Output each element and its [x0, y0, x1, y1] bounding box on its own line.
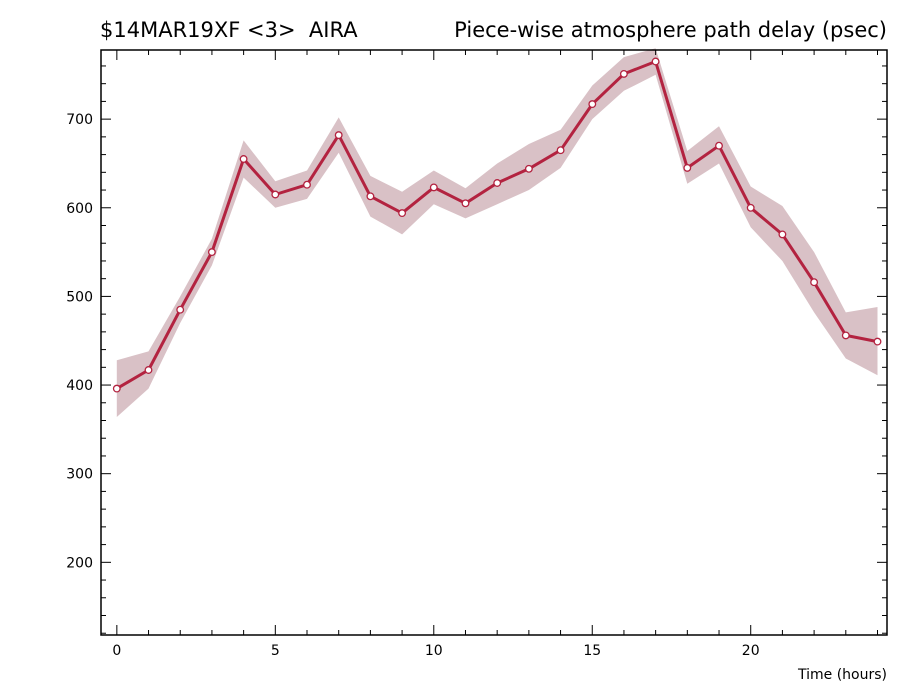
data-point: [207, 248, 216, 257]
uncertainty-band-layer: [116, 48, 878, 417]
y-tick-label: 200: [66, 555, 93, 571]
y-tick-label: 300: [66, 467, 93, 483]
data-point: [588, 100, 597, 109]
data-point: [429, 183, 438, 192]
plot-frame: [100, 49, 888, 636]
data-point: [651, 57, 660, 66]
data-marker-layer: [112, 57, 882, 393]
x-tick-label: 5: [271, 643, 280, 659]
x-tick-label: 10: [425, 643, 443, 659]
data-point: [366, 192, 375, 201]
y-tick-label: 600: [66, 201, 93, 217]
data-point: [841, 331, 850, 340]
data-point: [334, 131, 343, 140]
data-point: [524, 164, 533, 173]
data-point: [144, 366, 153, 374]
data-point: [715, 141, 723, 150]
data-point: [398, 209, 407, 218]
data-point: [556, 146, 565, 155]
data-point: [683, 163, 692, 172]
data-point: [873, 337, 882, 346]
chart-subtitle-source: $14MAR19XF <3> AIRA: [100, 18, 358, 42]
tick-label-layer: 0 5 10 15 20 200 300 400 500 600 700 Time (hours): [66, 112, 887, 683]
data-point: [493, 179, 502, 187]
data-point: [239, 155, 248, 163]
y-tick-label: 400: [66, 378, 93, 394]
x-tick-label: 0: [112, 643, 121, 659]
x-tick-label: 15: [583, 643, 601, 659]
y-tick-label: 500: [66, 289, 93, 305]
y-tick-label: 700: [66, 112, 93, 128]
data-point: [746, 203, 755, 212]
data-point: [271, 190, 280, 199]
chart-title: Piece-wise atmosphere path delay (psec): [454, 18, 887, 42]
data-point: [112, 384, 121, 393]
data-point: [461, 199, 470, 208]
data-point: [303, 180, 311, 189]
data-point: [810, 278, 819, 287]
x-tick-label: 20: [742, 643, 760, 659]
x-axis-label: Time (hours): [797, 667, 887, 683]
data-point: [778, 230, 787, 239]
uncertainty-band: [116, 48, 878, 417]
axes-layer: [100, 49, 888, 636]
data-point: [176, 305, 185, 314]
data-point: [619, 69, 628, 78]
